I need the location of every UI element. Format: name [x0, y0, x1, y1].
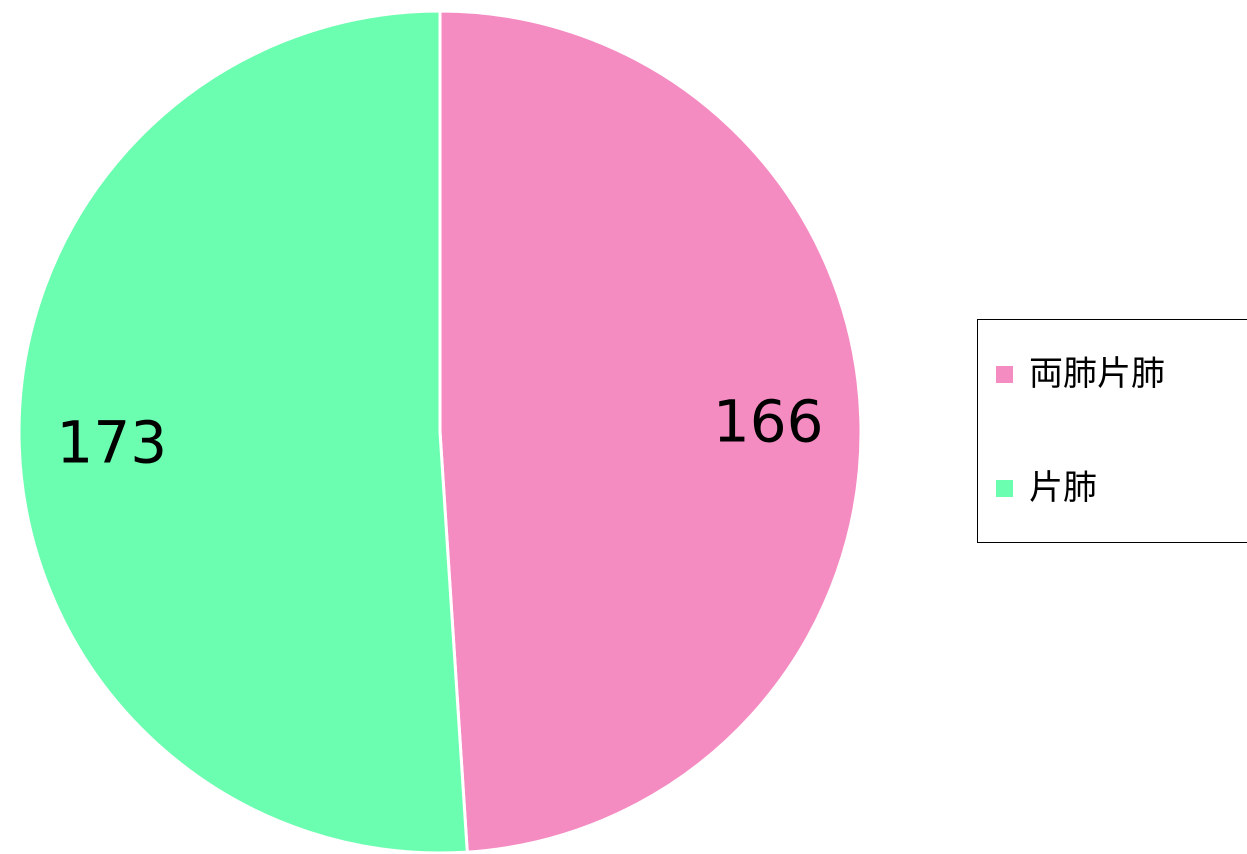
legend-item-両肺片肺: 両肺片肺 [996, 354, 1165, 394]
pie-slices [17, 9, 863, 854]
legend-label: 両肺片肺 [1029, 354, 1165, 394]
legend-label: 片肺 [1029, 468, 1097, 508]
legend-swatch [996, 365, 1013, 383]
data-label-片肺: 173 [56, 409, 167, 477]
chart-legend: 両肺片肺 片肺 [977, 319, 1247, 543]
pie-slice-両肺片肺 [438, 9, 863, 854]
legend-item-片肺: 片肺 [996, 468, 1097, 508]
pie-data-labels: 166 173 [56, 387, 823, 476]
pie-slice-片肺 [17, 9, 469, 854]
legend-swatch [996, 479, 1013, 497]
data-label-両肺片肺: 166 [713, 387, 824, 455]
